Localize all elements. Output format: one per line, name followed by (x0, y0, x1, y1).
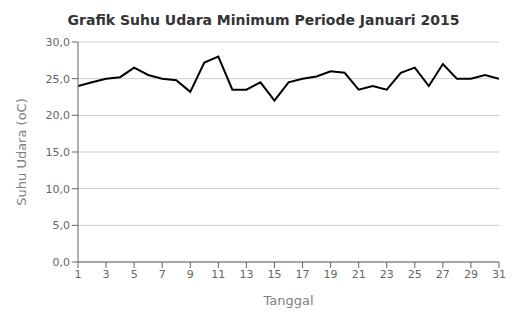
svg-text:27: 27 (436, 268, 450, 281)
svg-text:5,0: 5,0 (53, 219, 71, 232)
svg-text:5: 5 (131, 268, 138, 281)
svg-text:3: 3 (103, 268, 110, 281)
svg-text:0,0: 0,0 (53, 256, 71, 269)
svg-text:20,0: 20,0 (46, 109, 71, 122)
svg-text:9: 9 (187, 268, 194, 281)
svg-text:23: 23 (380, 268, 394, 281)
svg-text:15,0: 15,0 (46, 146, 71, 159)
svg-text:29: 29 (464, 268, 478, 281)
svg-text:31: 31 (492, 268, 506, 281)
svg-text:17: 17 (296, 268, 310, 281)
svg-text:Suhu Udara (oC): Suhu Udara (oC) (14, 98, 29, 205)
svg-text:1: 1 (75, 268, 82, 281)
svg-text:21: 21 (352, 268, 366, 281)
svg-text:19: 19 (324, 268, 338, 281)
svg-text:15: 15 (267, 268, 281, 281)
svg-text:10,0: 10,0 (46, 183, 71, 196)
svg-text:13: 13 (239, 268, 253, 281)
html-text:Grafik Suhu Udara Minimum Peri: Grafik Suhu Udara Minimum Periode Januar… (67, 12, 460, 28)
svg-text:30,0: 30,0 (46, 36, 71, 49)
svg-text:Tanggal: Tanggal (262, 293, 313, 308)
svg-text:25,0: 25,0 (46, 73, 71, 86)
svg-text:7: 7 (159, 268, 166, 281)
svg-text:25: 25 (408, 268, 422, 281)
svg-text:11: 11 (211, 268, 225, 281)
